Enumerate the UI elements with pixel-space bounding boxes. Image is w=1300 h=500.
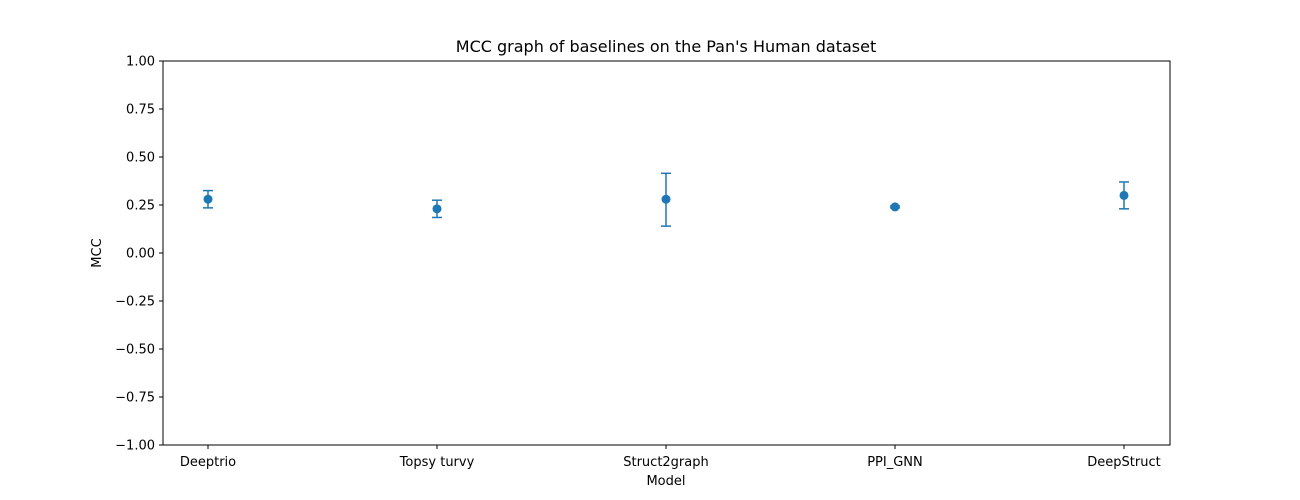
y-tick-label: 0.50 <box>126 151 155 166</box>
x-tick-label: Struct2graph <box>623 455 709 470</box>
x-axis-label: Model <box>646 474 685 489</box>
x-tick-label: DeepStruct <box>1087 455 1160 470</box>
y-tick-label: −0.50 <box>115 343 155 358</box>
data-point <box>1119 190 1129 200</box>
x-tick-label: Topsy turvy <box>399 455 475 470</box>
y-tick-label: −0.75 <box>115 391 155 406</box>
x-tick-label: Deeptrio <box>180 455 236 470</box>
y-tick-label: 0.75 <box>126 103 155 118</box>
plot-area: −1.00 −0.75 −0.50 −0.25 0.00 0.25 0.50 0.75 1.00… <box>115 55 1171 470</box>
y-tick-label: −1.00 <box>115 439 155 454</box>
data-point <box>432 204 442 214</box>
x-tick-label: PPI_GNN <box>867 455 923 470</box>
data-point <box>890 202 900 212</box>
y-axis-label: MCC <box>90 238 105 267</box>
chart-title: MCC graph of baselines on the Pan's Huma… <box>456 37 876 56</box>
data-point <box>661 194 671 204</box>
data-point <box>203 194 213 204</box>
y-tick-label: 0.00 <box>126 247 155 262</box>
y-tick-label: 1.00 <box>126 55 155 70</box>
y-tick-label: 0.25 <box>126 199 155 214</box>
y-tick-label: −0.25 <box>115 295 155 310</box>
